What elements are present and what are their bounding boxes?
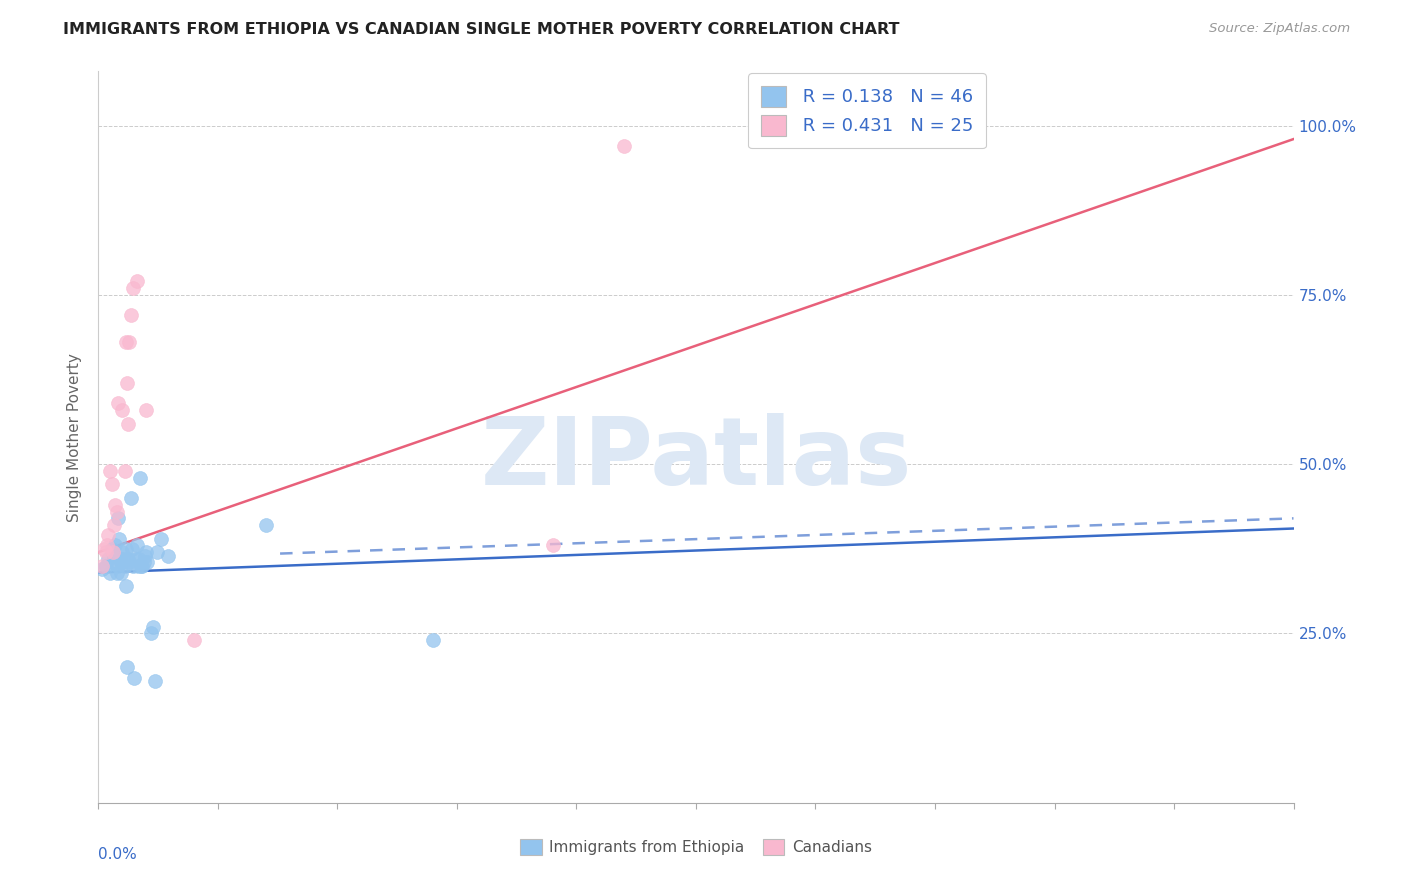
Point: [117, 552, 139, 566]
Point: [135, 403, 157, 417]
Point: [104, 498, 127, 512]
Point: [101, 477, 124, 491]
Point: [125, 552, 148, 566]
Point: [122, 671, 145, 685]
Text: ZIPatlas: ZIPatlas: [481, 413, 911, 505]
Point: [91, 562, 114, 576]
Point: [117, 417, 139, 431]
Text: Source: ZipAtlas.com: Source: ZipAtlas.com: [1209, 22, 1350, 36]
Point: [101, 541, 124, 556]
Point: [121, 558, 143, 573]
Point: [97, 528, 120, 542]
Point: [131, 558, 153, 573]
Point: [128, 552, 150, 566]
Point: [131, 558, 153, 573]
Point: [103, 549, 125, 563]
Point: [112, 552, 135, 566]
Point: [120, 491, 142, 505]
Text: IMMIGRANTS FROM ETHIOPIA VS CANADIAN SINGLE MOTHER POVERTY CORRELATION CHART: IMMIGRANTS FROM ETHIOPIA VS CANADIAN SIN…: [63, 22, 900, 37]
Point: [613, 139, 636, 153]
Legend: Immigrants from Ethiopia, Canadians: Immigrants from Ethiopia, Canadians: [515, 833, 877, 861]
Point: [125, 538, 148, 552]
Y-axis label: Single Mother Poverty: Single Mother Poverty: [67, 352, 83, 522]
Point: [98, 566, 122, 580]
Point: [118, 335, 141, 350]
Point: [129, 471, 152, 485]
Point: [145, 545, 167, 559]
Point: [125, 274, 148, 288]
Point: [115, 376, 138, 390]
Point: [115, 579, 138, 593]
Point: [134, 549, 156, 563]
Point: [136, 555, 159, 569]
Point: [93, 541, 115, 556]
Point: [143, 673, 166, 688]
Point: [94, 545, 117, 559]
Point: [541, 538, 564, 552]
Point: [114, 558, 136, 573]
Point: [115, 660, 138, 674]
Point: [105, 566, 128, 580]
Point: [139, 626, 162, 640]
Point: [98, 464, 122, 478]
Point: [108, 552, 131, 566]
Point: [422, 633, 444, 648]
Point: [101, 545, 124, 559]
Point: [132, 555, 155, 569]
Point: [97, 552, 120, 566]
Point: [142, 620, 165, 634]
Point: [104, 538, 127, 552]
Point: [156, 549, 179, 563]
Point: [183, 633, 205, 648]
Point: [121, 281, 143, 295]
Point: [115, 335, 138, 350]
Point: [108, 532, 131, 546]
Point: [107, 396, 129, 410]
Point: [110, 555, 132, 569]
Text: 0.0%: 0.0%: [98, 847, 138, 862]
Point: [120, 308, 142, 322]
Point: [114, 541, 136, 556]
Point: [111, 545, 134, 559]
Point: [254, 518, 277, 533]
Point: [118, 555, 141, 569]
Point: [94, 558, 117, 573]
Point: [127, 558, 149, 573]
Point: [135, 545, 157, 559]
Point: [91, 558, 114, 573]
Point: [149, 532, 172, 546]
Point: [96, 538, 118, 552]
Point: [105, 505, 128, 519]
Point: [121, 541, 143, 556]
Point: [114, 464, 136, 478]
Point: [107, 511, 129, 525]
Point: [111, 403, 134, 417]
Point: [107, 558, 129, 573]
Point: [103, 518, 125, 533]
Point: [101, 555, 124, 569]
Point: [110, 566, 132, 580]
